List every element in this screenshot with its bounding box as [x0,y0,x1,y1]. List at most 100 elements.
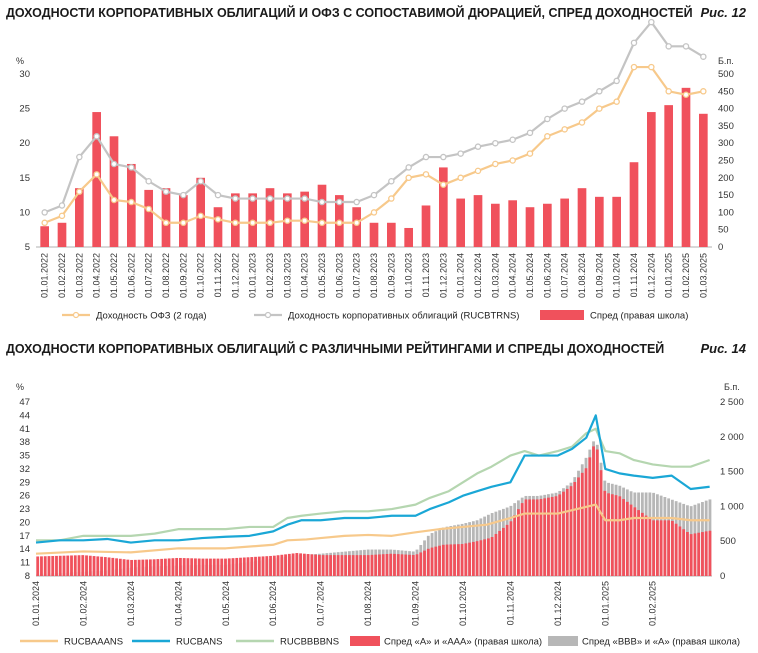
chart2-spread-a-bar [163,558,167,576]
chart1-ofz-point [422,171,430,178]
chart1-ofz-point [93,171,100,178]
chart1-spread-bar [161,188,171,247]
chart2-spread-a-bar [441,544,445,576]
chart2-spread-a-bar [378,554,381,576]
chart2-spread-a-bar [396,554,400,576]
chart2-spread-a-bar [145,559,149,576]
chart1-right-tick: 100 [718,207,734,218]
chart2-spread-a-bar [336,555,340,576]
chart2-spread-a-bar [520,503,524,576]
chart1-x-tick: 01.05.2023 [317,253,327,298]
chart1-corp-point [249,195,256,202]
chart2-left-tick: 44 [19,410,30,421]
chart1-ofz-point [145,205,152,213]
chart1-ofz-point [76,188,83,195]
chart1-ofz-point [474,167,482,175]
chart2-spread-a-bar [565,488,569,576]
chart1-ofz-point [509,157,516,164]
chart1-x-tick: 01.02.2022 [57,253,67,298]
chart2-left-tick: 47 [19,397,30,408]
chart2-right-tick: 0 [720,571,725,582]
chart1-x-tick: 01.02.2025 [681,253,691,298]
chart2-x-tick: 01.12.2024 [553,581,563,626]
chart2-spread-a-bar [317,555,321,576]
chart2-spread-a-bar [573,482,577,576]
chart1-x-tick: 01.11.2024 [629,253,639,297]
chart2-spread-a-bar [543,498,547,576]
chart2-spread-a-bar [670,520,674,576]
chart2-spread-a-bar [490,537,494,576]
chart2-spread-a-bar [513,515,517,576]
chart1-corp-point [284,195,291,202]
chart2-spread-a-bar [118,558,122,576]
chart2-spread-a-bar [209,558,212,576]
chart2-spread-a-bar [640,512,644,576]
chart1-right-tick: 300 [718,138,734,149]
chart2-spread-a-bar [550,496,554,576]
chart2-spread-a-bar [415,554,419,576]
chart2-spread-a-bar [588,457,592,576]
chart2-spread-a-bar [682,529,686,576]
chart2-spread-a-bar [430,547,434,576]
chart1-spread-bar [612,196,621,247]
chart2-spread-a-bar [562,491,565,576]
chart1-ofz-point [388,195,395,202]
chart2-left-tick: 11 [20,558,30,569]
chart1-corp-point [336,198,343,206]
chart2-spread-a-bar [306,554,310,576]
chart1-right-tick: 350 [718,121,734,132]
chart1-corp-point [700,53,707,60]
chart1-ofz-point [370,209,378,216]
chart2-spread-a-bar [280,554,284,576]
chart2-spread-a-bar [310,554,314,576]
chart1-ofz-point [284,217,291,224]
chart2-spread-a-bar [92,556,96,576]
chart1-ofz-point [665,88,672,95]
chart1-corp-point [353,198,360,206]
chart2-spread-a-bar [577,477,580,576]
chart2-spread-a-bar [152,559,156,576]
chart1-x-tick: 01.09.2022 [178,253,188,298]
chart1-x-tick: 01.05.2022 [109,253,119,298]
chart1-right-tick: 250 [718,156,734,167]
chart1-right-tick: 200 [718,173,734,184]
chart1-x-tick: 01.10.2023 [404,253,414,298]
chart1-corp-point [266,195,274,202]
chart2-x-tick: 01.03.2024 [126,581,136,626]
chart2-left-tick: 20 [19,517,30,528]
chart2-spread-a-bar [434,546,438,576]
chart1-corp-point [128,164,135,171]
chart2-spread-a-bar [257,556,261,576]
chart1-corp-point [509,136,516,143]
chart1-x-tick: 01.11.2022 [213,253,223,297]
chart1-x-tick: 01.08.2023 [369,253,379,298]
chart1-corp-point [214,191,222,199]
chart2-spread-a-bar [595,449,599,576]
chart2-spread-a-bar [453,544,456,576]
chart2-bbb-line [36,427,710,542]
chart2-spread-a-bar [374,554,378,576]
chart2-spread-a-bar [325,555,329,576]
chart2-spread-a-bar [370,554,374,576]
chart2-spread-a-bar [246,557,250,576]
chart2-spread-a-bar [287,553,291,576]
chart1-x-tick: 01.03.2025 [698,253,708,298]
chart2-left-tick: 17 [19,531,30,542]
chart1-figure-label: Рис. 12 [700,5,746,20]
chart1-ofz-point [596,105,603,112]
chart2-spread-a-bar [190,558,194,576]
chart2-spread-a-bar [100,556,103,576]
chart1-x-tick: 01.01.2025 [664,253,674,298]
chart2-spread-a-bar [126,559,130,576]
chart2-spread-a-bar [655,520,659,576]
chart2-spread-a-bar [584,468,588,576]
chart2-spread-a-bar [216,558,220,576]
chart2-spread-a-bar [659,520,663,576]
chart1-spread-bar [456,198,465,247]
chart2-spread-a-bar [554,496,558,576]
chart1-corp-point [457,150,464,157]
chart2-left-tick: 23 [19,504,30,515]
chart2-spread-a-bar [517,509,520,576]
chart1-corp-point [58,202,66,209]
